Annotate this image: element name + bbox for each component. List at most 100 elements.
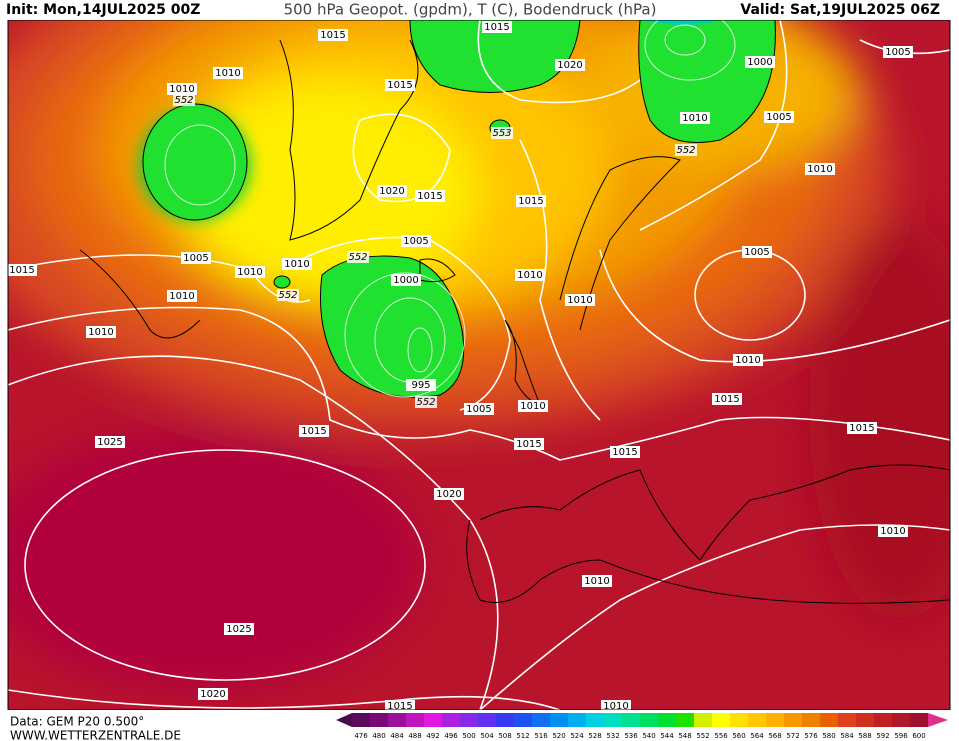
isobar-label-box [742,246,772,258]
blob-greenland-w [142,103,248,221]
legend-swatch [388,713,406,727]
isobar-label: 1005 [744,247,769,258]
height-label: 552 [174,95,193,106]
blob-barents [638,20,776,143]
legend-swatch [802,713,820,727]
height-label-box [491,127,513,139]
isobar-label: 1020 [557,60,582,71]
isobar-label: 1010 [807,164,832,175]
legend-swatch [856,713,874,727]
isobar-label-box [878,525,908,537]
isobar-label: 1015 [9,265,34,276]
isobar-label: 1010 [517,270,542,281]
isobar-label: 1010 [567,295,592,306]
isobar-label: 1000 [747,57,772,68]
height-label-box [415,396,437,408]
legend-swatch [712,713,730,727]
isobar [664,24,706,56]
isobar-label-box [385,79,415,91]
height-label: 553 [492,128,511,139]
isobar-label: 1015 [518,196,543,207]
legend-swatch [748,713,766,727]
legend-value: 548 [678,732,691,740]
legend-value: 508 [498,732,511,740]
isobar-label-box [8,264,37,276]
height-label-box [173,94,195,106]
isobar-label: 995 [411,380,430,391]
legend-value: 588 [858,732,871,740]
legend-value: 540 [642,732,655,740]
legend-value: 516 [534,732,548,740]
legend-value: 500 [462,732,475,740]
isobar-label-box [805,163,835,175]
legend-value: 560 [732,732,745,740]
isobar-label-box [415,190,445,202]
isobar-label: 1015 [516,439,541,450]
isobar-label-box [167,83,197,95]
legend-value: 520 [552,732,565,740]
isobar-label-box [712,393,742,405]
height-label: 552 [416,397,435,408]
isobar-label: 1015 [612,447,637,458]
legend-swatch [910,713,928,727]
isobar-label: 1015 [387,701,412,712]
isobar-label: 1010 [169,291,194,302]
isobar-label: 1015 [320,30,345,41]
isobar [8,306,950,461]
isobar [407,327,433,373]
isobar-label: 1010 [735,355,760,366]
legend-value: 596 [894,732,908,740]
height-label-box [347,251,369,263]
isobar-label-box [95,436,125,448]
legend-value: 528 [588,732,601,740]
isobar [8,355,499,710]
isobar-label-box [764,111,794,123]
blob-arctic [409,20,581,93]
legend-value: 600 [912,732,925,740]
isobar-label-box [167,290,197,302]
isobar-label: 1010 [169,84,194,95]
legend-value: 564 [750,732,764,740]
isobar-label-box [198,688,228,700]
isobar-label: 1010 [603,701,628,712]
legend-swatch [640,713,658,727]
isobar-label-box [555,59,585,71]
isobar-label: 1010 [88,327,113,338]
legend-swatch [604,713,622,727]
coast-iceland [419,258,456,283]
isobar-label-box [482,21,512,33]
isobar-label-box [299,425,329,437]
isobar-labels: 1015 1010 1010 1015 1015 1020 1000 1010 1005 1005… [8,21,913,712]
legend-swatch [568,713,586,727]
isobar-label: 1015 [714,394,739,405]
legend-arrow-left [336,713,352,727]
legend-swatch [730,713,748,727]
legend-value: 480 [372,732,385,740]
isobar-label: 1015 [484,22,509,33]
legend-value: 532 [606,732,619,740]
coast-mediterranean [479,464,950,561]
blob-iceland [320,255,465,398]
isobar-label-box [224,623,254,635]
legend-swatch [820,713,838,727]
valid-label: Valid: Sat,19JUL2025 06Z [740,2,940,18]
isobar-label: 1010 [215,68,240,79]
legend-value: 572 [786,732,799,740]
legend-swatch [892,713,910,727]
isobar-label: 1010 [284,259,309,270]
isobar-label-box [434,488,464,500]
isobar-label-box [601,700,631,710]
legend-swatch [784,713,802,727]
legend-swatch [622,713,640,727]
isobar [299,236,511,411]
coast-scandinavia [559,156,681,331]
data-source: Data: GEM P20 0.500° [10,715,144,729]
legend-value: 488 [408,732,421,740]
green-blobs [142,20,776,398]
title: 500 hPa Geopot. (gpdm), T (C), Bodendruc… [284,1,657,19]
isobar-label: 1010 [584,576,609,587]
isobar-label-box [464,403,494,415]
legend-swatch [766,713,784,727]
